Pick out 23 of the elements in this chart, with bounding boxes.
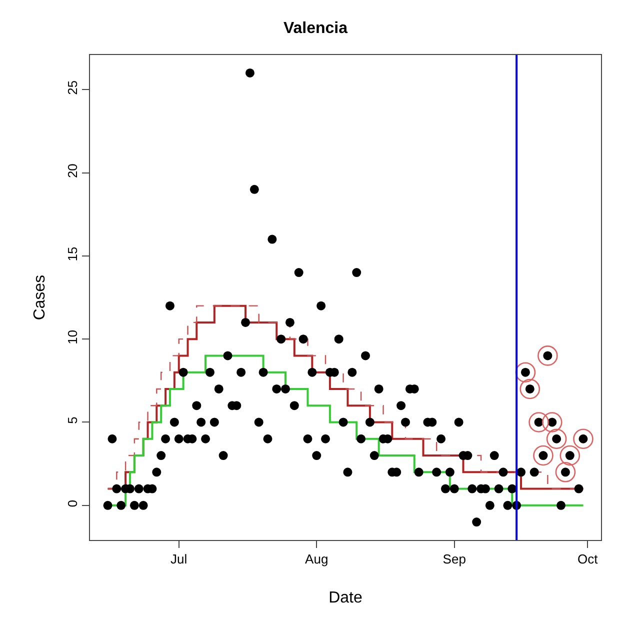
y-tick-label: 0 <box>64 500 80 508</box>
y-axis-title: Cases <box>32 274 49 320</box>
x-axis-title: Date <box>328 589 362 606</box>
point <box>533 445 554 466</box>
point <box>520 378 540 400</box>
point <box>546 428 567 450</box>
point <box>560 445 580 466</box>
x-tick-label: Jul <box>170 552 188 567</box>
point <box>573 428 594 450</box>
point <box>515 362 536 382</box>
x-tick-label: Sep <box>442 552 466 567</box>
x-tick-label: Oct <box>578 552 598 567</box>
point <box>528 412 549 432</box>
point <box>555 462 576 482</box>
x-tick-label: Aug <box>305 552 328 567</box>
y-tick-label: 20 <box>64 164 80 178</box>
y-tick-label: 25 <box>64 80 80 95</box>
y-tick-label: 10 <box>64 330 80 344</box>
chart-title: Valencia <box>283 20 348 37</box>
y-tick-label: 5 <box>64 416 80 424</box>
point <box>538 346 558 366</box>
y-tick-label: 15 <box>64 246 80 262</box>
point <box>542 412 562 432</box>
